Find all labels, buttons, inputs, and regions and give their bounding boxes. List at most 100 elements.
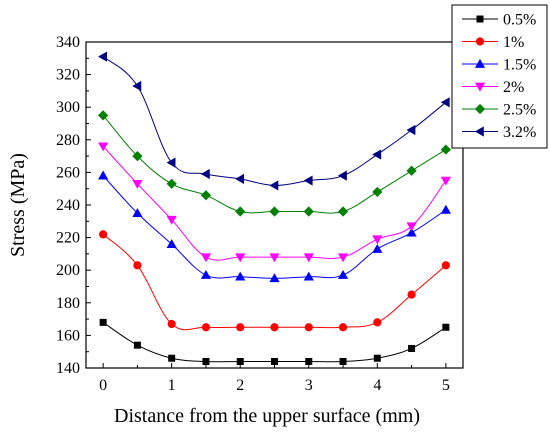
data-point xyxy=(406,165,417,176)
data-point xyxy=(98,110,109,121)
data-point xyxy=(200,190,212,201)
series-markers xyxy=(98,51,451,365)
data-point xyxy=(98,51,107,62)
data-point xyxy=(441,261,450,270)
data-point xyxy=(235,173,245,185)
data-point xyxy=(372,235,383,245)
y-axis-title: Stress (MPa) xyxy=(7,153,29,257)
data-point xyxy=(271,357,278,365)
data-point xyxy=(440,176,451,186)
data-point xyxy=(133,341,141,349)
data-point xyxy=(270,323,279,332)
data-point xyxy=(442,323,450,331)
legend-label: 2.5% xyxy=(503,102,536,119)
legend-marker xyxy=(474,126,484,137)
data-point xyxy=(168,354,176,362)
legend-label: 1.5% xyxy=(503,57,536,74)
data-point xyxy=(201,323,211,332)
data-point xyxy=(166,178,177,189)
data-point xyxy=(269,273,280,283)
x-tick-label: 5 xyxy=(442,377,450,394)
data-point xyxy=(408,344,416,352)
y-tick-label: 180 xyxy=(56,295,80,312)
data-point xyxy=(303,206,314,217)
data-point xyxy=(372,243,383,253)
series-line xyxy=(102,115,447,214)
data-point xyxy=(269,253,280,263)
data-point xyxy=(339,357,347,365)
y-tick-label: 340 xyxy=(56,34,80,51)
y-tick-label: 240 xyxy=(56,197,80,214)
legend-marker xyxy=(474,103,486,115)
data-point xyxy=(303,253,314,263)
data-point xyxy=(166,215,177,225)
data-point xyxy=(202,357,210,365)
data-point xyxy=(372,149,382,160)
data-point xyxy=(98,142,109,152)
data-point xyxy=(337,170,347,181)
data-point xyxy=(166,239,177,248)
data-point xyxy=(99,318,107,326)
legend-label: 0.5% xyxy=(503,12,536,29)
data-point xyxy=(337,206,349,217)
data-point xyxy=(98,170,109,180)
data-point xyxy=(236,357,244,365)
data-point xyxy=(338,323,348,332)
data-point xyxy=(99,230,108,239)
data-point xyxy=(269,206,280,217)
data-point xyxy=(373,354,381,362)
y-tick-label: 200 xyxy=(56,262,80,279)
data-point xyxy=(440,97,450,108)
data-point xyxy=(200,168,210,180)
y-tick-label: 260 xyxy=(56,164,80,181)
x-tick-label: 4 xyxy=(373,377,381,394)
data-point xyxy=(337,253,349,263)
data-point xyxy=(132,151,143,162)
x-tick-label: 0 xyxy=(99,377,107,394)
legend-marker xyxy=(476,15,484,23)
data-point xyxy=(373,318,382,327)
y-tick-label: 220 xyxy=(56,230,80,247)
data-point xyxy=(337,269,349,279)
data-point xyxy=(406,227,417,237)
legend-items: 0.5% 1% 1.5% 2% 2.5% 3.2% xyxy=(462,12,536,141)
data-point xyxy=(303,175,313,186)
x-tick-label: 1 xyxy=(168,377,176,394)
legend-label: 2% xyxy=(503,79,524,96)
legend-marker xyxy=(474,82,486,92)
plot-frame xyxy=(85,41,464,369)
series-line xyxy=(102,145,447,261)
data-point xyxy=(235,271,246,281)
series-line xyxy=(102,56,447,186)
y-tick-label: 320 xyxy=(56,67,80,84)
legend-marker xyxy=(474,58,486,68)
data-point xyxy=(166,157,176,168)
y-tick-label: 280 xyxy=(56,132,80,149)
data-point xyxy=(406,222,417,232)
data-point xyxy=(372,186,383,198)
data-point xyxy=(407,290,416,299)
data-point xyxy=(167,319,176,329)
data-point xyxy=(132,80,142,92)
data-point xyxy=(235,206,246,217)
data-point xyxy=(406,124,416,136)
x-tick-label: 2 xyxy=(236,377,244,394)
data-point xyxy=(132,208,143,217)
series-line xyxy=(102,175,447,279)
data-point xyxy=(132,179,143,189)
legend: 0.5% 1% 1.5% 2% 2.5% 3.2% xyxy=(451,4,548,149)
data-point xyxy=(440,204,451,214)
x-tick-label: 3 xyxy=(305,377,313,394)
data-point xyxy=(133,261,142,270)
data-point xyxy=(235,253,246,263)
data-point xyxy=(236,323,245,332)
data-point xyxy=(269,180,279,191)
y-axis-ticks: 140 160 180 200 220 240 260 280 300 320 340 xyxy=(56,34,91,377)
legend-marker xyxy=(475,37,485,46)
legend-label: 3.2% xyxy=(503,124,536,141)
data-point xyxy=(200,253,212,263)
data-point xyxy=(303,271,314,281)
data-point xyxy=(304,323,313,332)
